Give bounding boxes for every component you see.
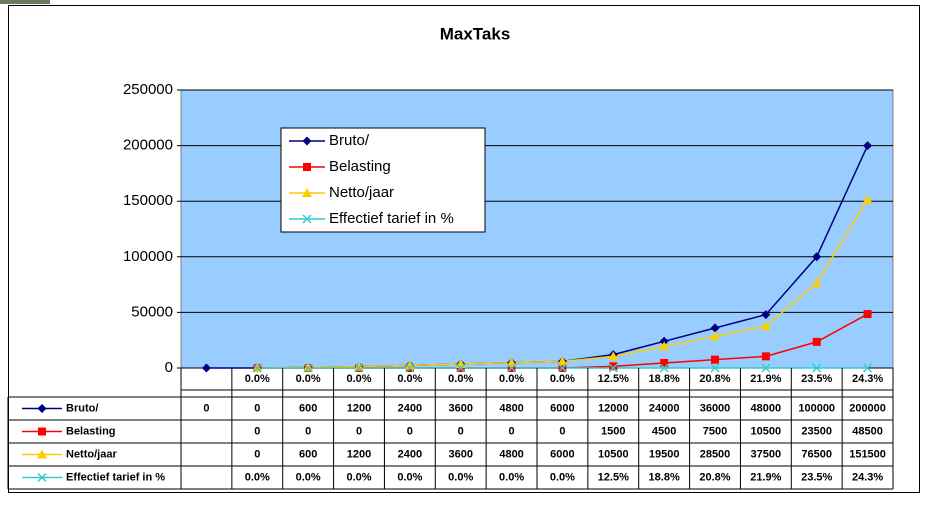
table-cell: 23500: [801, 425, 832, 437]
chart-title: MaxTaks: [440, 24, 511, 43]
table-cell: 48500: [852, 425, 883, 437]
table-cell: 23.5%: [801, 471, 832, 483]
table-cell: 37500: [751, 448, 782, 460]
table-cell: 200000: [849, 402, 886, 414]
category-label: 20.8%: [699, 373, 730, 385]
table-cell: 100000: [798, 402, 835, 414]
table-cell: 21.9%: [750, 471, 781, 483]
data-point: [864, 310, 872, 318]
table-cell: 2400: [398, 448, 422, 460]
table-cell: 7500: [703, 425, 727, 437]
table-cell: 151500: [849, 448, 886, 460]
table-cell: 76500: [801, 448, 832, 460]
table-cell: 18.8%: [649, 471, 680, 483]
table-cell: 3600: [448, 448, 472, 460]
table-cell: 0: [407, 425, 413, 437]
table-cell: 0.0%: [245, 471, 270, 483]
table-cell: 0: [305, 425, 311, 437]
table-cell: 10500: [598, 448, 629, 460]
category-label: 0.0%: [448, 373, 473, 385]
table-cell: 2400: [398, 402, 422, 414]
category-label: 18.8%: [649, 373, 680, 385]
table-row-label: Belasting: [66, 425, 116, 437]
table-cell: 0: [559, 425, 565, 437]
table-row-label: Netto/jaar: [66, 448, 117, 460]
table-cell: 0: [458, 425, 464, 437]
table-cell: 12000: [598, 402, 629, 414]
category-label: 21.9%: [750, 373, 781, 385]
category-label: 0.0%: [550, 373, 575, 385]
table-row-label: Effectief tarief in %: [66, 471, 165, 483]
table-cell: 0: [254, 448, 260, 460]
category-label: 0.0%: [397, 373, 422, 385]
table-cell: 4800: [499, 448, 523, 460]
table-row-label: Bruto/: [66, 402, 98, 414]
table-cell: 0.0%: [346, 471, 371, 483]
legend-marker: [303, 163, 311, 171]
y-tick-label: 50000: [131, 303, 173, 320]
table-cell: 24000: [649, 402, 680, 414]
y-tick-label: 100000: [123, 248, 173, 265]
table-cell: 24.3%: [852, 471, 883, 483]
table-cell: 0.0%: [499, 471, 524, 483]
table-cell: 0: [203, 402, 209, 414]
category-label: 23.5%: [801, 373, 832, 385]
data-point: [762, 352, 770, 360]
table-cell: 12.5%: [598, 471, 629, 483]
table-cell: 0.0%: [448, 471, 473, 483]
table-cell: 600: [299, 448, 317, 460]
legend-label: Effectief tarief in %: [329, 210, 454, 227]
category-label: 0.0%: [245, 373, 270, 385]
data-point: [711, 356, 719, 364]
table-cell: 3600: [448, 402, 472, 414]
table-cell: 1500: [601, 425, 625, 437]
table-cell: 36000: [700, 402, 731, 414]
category-label: 0.0%: [346, 373, 371, 385]
table-cell: 1200: [347, 402, 371, 414]
table-cell: 28500: [700, 448, 731, 460]
table-cell: 19500: [649, 448, 680, 460]
table-cell: 4800: [499, 402, 523, 414]
table-cell: 6000: [550, 402, 574, 414]
category-label: 0.0%: [499, 373, 524, 385]
table-cell: 0: [356, 425, 362, 437]
table-cell: 0.0%: [397, 471, 422, 483]
legend-label: Bruto/: [329, 132, 370, 149]
table-cell: 0: [254, 425, 260, 437]
table-cell: 20.8%: [699, 471, 730, 483]
table-cell: 4500: [652, 425, 676, 437]
data-point: [813, 338, 821, 346]
y-tick-label: 200000: [123, 137, 173, 154]
legend-label: Netto/jaar: [329, 184, 394, 201]
y-tick-label: 150000: [123, 192, 173, 209]
table-cell: 0.0%: [296, 471, 321, 483]
category-label: 24.3%: [852, 373, 883, 385]
table-cell: 0: [254, 402, 260, 414]
table-cell: 600: [299, 402, 317, 414]
table-key-marker: [38, 428, 46, 436]
table-cell: 0: [509, 425, 515, 437]
category-label: 12.5%: [598, 373, 629, 385]
category-label: 0.0%: [296, 373, 321, 385]
table-cell: 48000: [751, 402, 782, 414]
image-fragment: [0, 0, 50, 4]
table-cell: 1200: [347, 448, 371, 460]
table-cell: 6000: [550, 448, 574, 460]
y-tick-label: 250000: [123, 81, 173, 98]
table-cell: 0.0%: [550, 471, 575, 483]
data-point: [609, 362, 617, 370]
legend-label: Belasting: [329, 158, 391, 175]
table-cell: 10500: [751, 425, 782, 437]
y-tick-label: 0: [165, 359, 173, 376]
